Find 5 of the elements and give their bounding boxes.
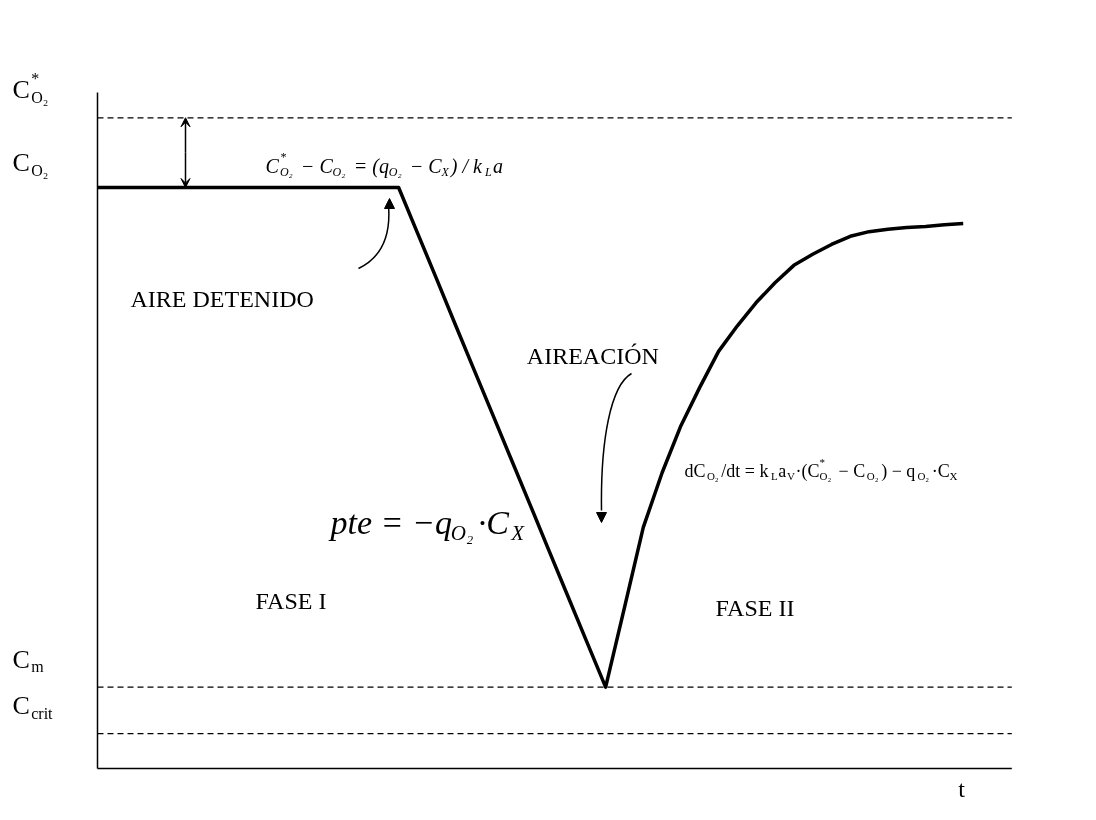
annotation: FASE II: [715, 594, 795, 621]
annotation: AIREACIÓN: [526, 342, 659, 369]
x-axis-title: t: [958, 775, 966, 802]
annotation: AIRE DETENIDO: [130, 285, 314, 312]
annotation: FASE I: [255, 587, 327, 614]
